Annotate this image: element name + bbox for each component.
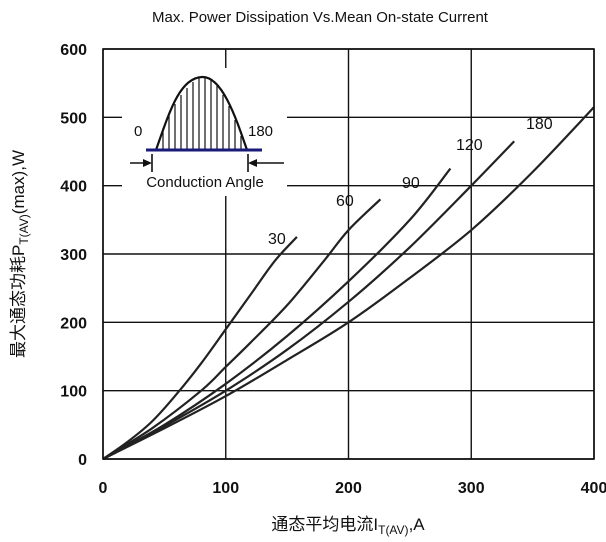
series-line-180: [102, 106, 595, 460]
x-axis-label-unit: ,A: [409, 515, 426, 534]
y-axis-label-main: 最大通态功耗P: [9, 245, 28, 358]
y-tick-label: 0: [78, 452, 87, 469]
y-tick-labels: 0 100 200 300 400 500 600: [60, 42, 87, 469]
y-tick-label: 100: [60, 384, 87, 401]
x-tick-labels: 0 100 200 300 400: [99, 480, 606, 497]
x-tick-label: 100: [212, 480, 239, 497]
series-label-30: 30: [268, 231, 286, 248]
series-line-30: [102, 236, 298, 460]
x-tick-label: 300: [458, 480, 485, 497]
y-tick-label: 300: [60, 247, 87, 264]
inset-waveform: [154, 75, 249, 151]
y-tick-label: 500: [60, 110, 87, 127]
y-axis-label-sub: T(AV): [17, 214, 31, 244]
inset-caption: Conduction Angle: [146, 174, 264, 191]
series-label-90: 90: [402, 175, 420, 192]
inset-left-arrowhead: [143, 159, 152, 167]
y-tick-label: 200: [60, 315, 87, 332]
series-line-60: [102, 198, 382, 460]
chart-title: Max. Power Dissipation Vs.Mean On-state …: [152, 9, 489, 26]
y-axis-label: 最大通态功耗PT(AV)(max),W: [9, 150, 31, 358]
plot-frame: [102, 48, 595, 460]
x-tick-label: 400: [581, 480, 606, 497]
x-tick-label: 0: [99, 480, 108, 497]
inset-end-label: 180: [248, 123, 273, 140]
y-tick-label: 400: [60, 179, 87, 196]
series-lines: [102, 106, 595, 460]
inset-start-label: 0: [134, 123, 142, 140]
series-label-120: 120: [456, 137, 483, 154]
x-axis-label-main: 通态平均电流I: [271, 515, 378, 534]
x-tick-label: 200: [335, 480, 362, 497]
inset-hatch: [162, 77, 242, 150]
conduction-angle-inset: 0 180 Conduction Angle: [122, 68, 287, 196]
y-axis-label-unit: (max),W: [9, 150, 28, 214]
series-line-90: [102, 167, 452, 460]
x-axis-label-sub: T(AV): [378, 523, 408, 537]
inset-right-arrowhead: [248, 159, 257, 167]
series-line-120: [102, 140, 515, 460]
series-label-60: 60: [336, 193, 354, 210]
x-axis-label: 通态平均电流IT(AV),A: [271, 515, 425, 537]
series-label-180: 180: [526, 116, 553, 133]
y-tick-label: 600: [60, 42, 87, 59]
